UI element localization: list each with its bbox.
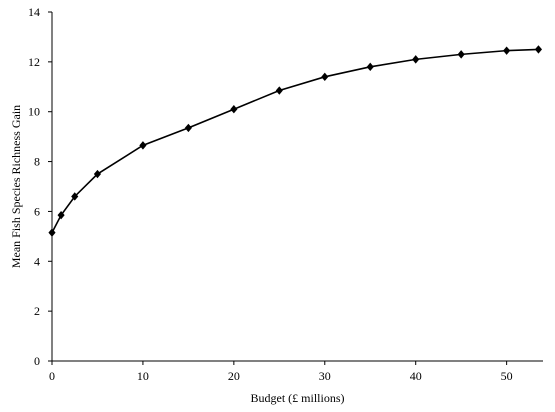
x-axis-label: Budget (£ millions) [251,391,345,405]
data-point [534,45,543,54]
data-point [184,123,192,133]
data-point [412,55,420,64]
series-layer [48,45,543,237]
data-point [503,46,511,55]
data-point [230,105,238,114]
y-tick-label: 6 [34,204,40,218]
data-point [48,228,56,237]
y-tick-label: 14 [28,5,40,19]
data-point [71,192,79,201]
x-axis-ticks: 0 10 20 30 40 50 [49,361,513,383]
data-point [321,72,329,82]
data-point [139,141,147,150]
data-point [93,169,102,179]
y-tick-label: 0 [34,354,40,368]
x-tick-label: 50 [501,369,513,383]
axes [51,12,543,362]
y-tick-label: 12 [28,55,40,69]
x-tick-label: 20 [228,369,240,383]
data-point [366,62,374,72]
x-tick-label: 10 [137,369,149,383]
y-tick-label: 4 [34,254,40,268]
data-point [275,86,283,95]
y-axis-ticks: 0 2 4 6 8 10 12 14 [28,5,52,368]
y-tick-label: 8 [34,155,40,169]
y-axis-label: Mean Fish Species Richness Gain [9,105,23,268]
series-line [51,48,539,233]
x-tick-label: 0 [49,369,55,383]
y-tick-label: 2 [34,304,40,318]
data-point [57,210,65,220]
x-tick-label: 40 [410,369,422,383]
x-tick-label: 30 [319,369,331,383]
y-tick-label: 10 [28,105,40,119]
data-point [457,50,465,59]
